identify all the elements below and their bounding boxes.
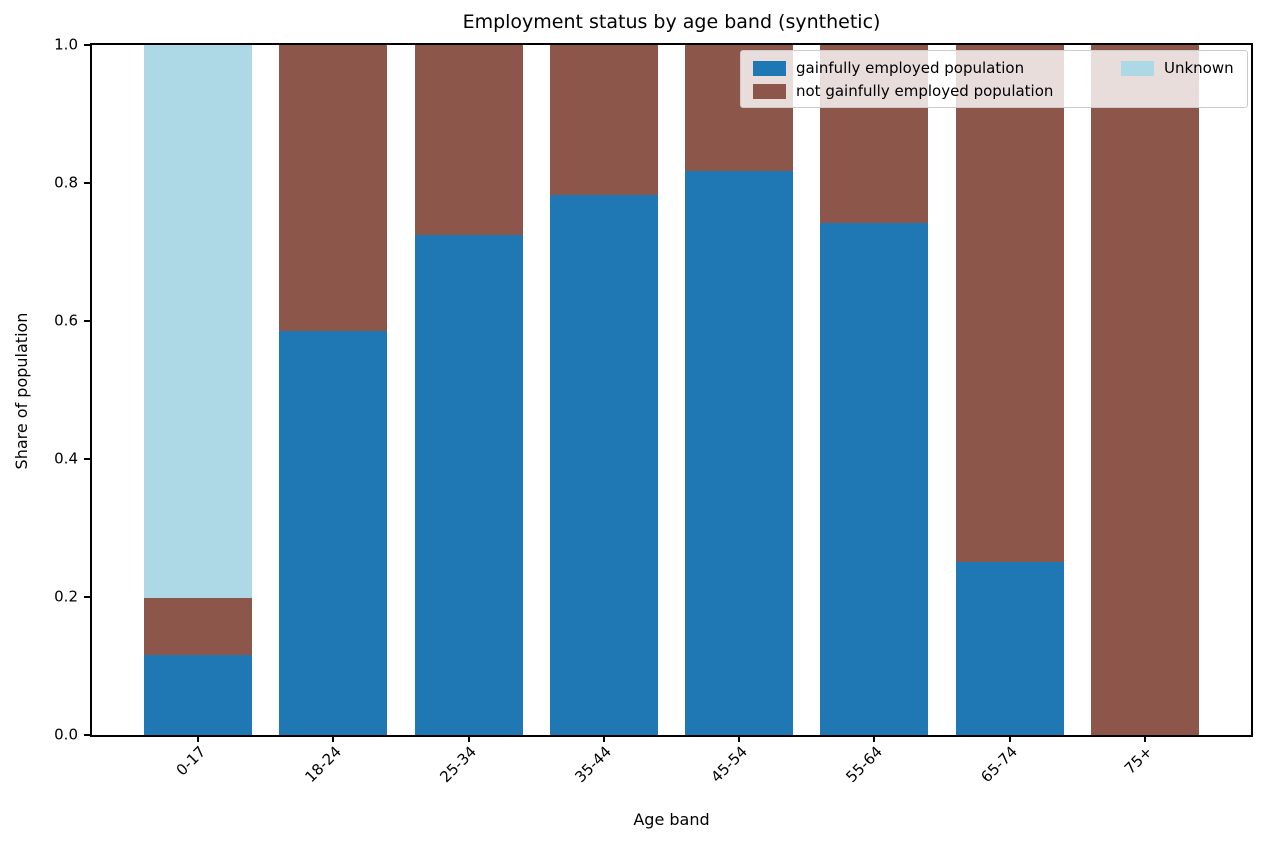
bar-stack-55-64	[820, 45, 929, 735]
bar-stack-18-24	[279, 45, 388, 735]
bar-segment	[955, 45, 1064, 562]
x-tick	[197, 737, 199, 742]
y-tick	[84, 596, 90, 598]
plot-area: gainfully employed population not gainfu…	[54, 37, 1253, 786]
y-tick-label: 0.0	[54, 725, 78, 744]
bar-segment	[414, 45, 523, 236]
bar-segment	[820, 223, 929, 735]
legend: gainfully employed population not gainfu…	[740, 50, 1248, 108]
legend-item-not-employed: not gainfully employed population	[753, 83, 1053, 100]
legend-item-unknown: Unknown	[1121, 60, 1234, 77]
x-tick-label-text: 55-64	[842, 742, 886, 787]
bar-stack-75+	[1091, 45, 1199, 735]
x-tick	[873, 737, 876, 742]
y-tick-label: 0.4	[54, 449, 78, 468]
bar-segment	[414, 235, 523, 735]
x-tick	[1144, 737, 1146, 742]
bar-segment	[144, 654, 252, 735]
legend-label-unknown: Unknown	[1164, 59, 1234, 77]
bar-segment	[549, 45, 658, 196]
legend-swatch-not-employed	[753, 84, 786, 99]
y-tick	[84, 320, 90, 322]
bar-stack-35-44	[549, 45, 658, 735]
chart-title: Employment status by age band (synthetic…	[462, 11, 881, 33]
x-tick	[602, 737, 605, 742]
x-tick	[467, 737, 470, 742]
x-axis-label: Age band	[633, 810, 710, 829]
bar-segment	[144, 598, 252, 655]
bar-stack-65-74	[955, 45, 1064, 735]
legend-item-employed: gainfully employed population	[753, 60, 1024, 77]
x-tick	[1008, 737, 1011, 742]
bar-segment	[955, 561, 1064, 735]
x-tick-label-text: 25-34	[436, 742, 480, 787]
legend-label-employed: gainfully employed population	[796, 59, 1025, 77]
bar-segment	[144, 45, 252, 599]
y-tick	[84, 734, 90, 736]
x-tick-label-text: 45-54	[706, 742, 751, 787]
y-tick	[84, 182, 90, 184]
x-tick-label-text: 35-44	[571, 742, 616, 787]
x-tick-label-text: 0-17	[172, 742, 210, 780]
bar-stack-0-17	[144, 45, 252, 735]
legend-swatch-unknown	[1121, 61, 1154, 76]
bar-stack-25-34	[414, 45, 523, 735]
bar-stack-45-54	[685, 45, 794, 735]
y-tick-label: 1.0	[54, 35, 78, 54]
legend-swatch-employed	[753, 61, 786, 76]
bar-segment	[1091, 45, 1199, 735]
y-tick	[84, 44, 90, 46]
y-tick-label: 0.6	[54, 311, 78, 330]
legend-label-not-employed: not gainfully employed population	[796, 82, 1054, 100]
bar-segment	[279, 331, 388, 735]
bar-segment	[279, 45, 388, 332]
x-tick-label-text: 18-24	[301, 742, 345, 787]
y-tick-label: 0.8	[54, 173, 78, 192]
y-axis-label-text: Share of population	[12, 312, 31, 470]
y-tick	[84, 458, 90, 460]
bar-segment	[549, 195, 658, 735]
bar-segment	[685, 171, 794, 735]
x-tick-label-text: 65-74	[977, 742, 1022, 787]
x-tick	[332, 737, 335, 742]
y-tick-label: 0.2	[54, 587, 78, 606]
x-tick	[738, 737, 741, 742]
x-tick-label-text: 75+	[1121, 742, 1157, 778]
